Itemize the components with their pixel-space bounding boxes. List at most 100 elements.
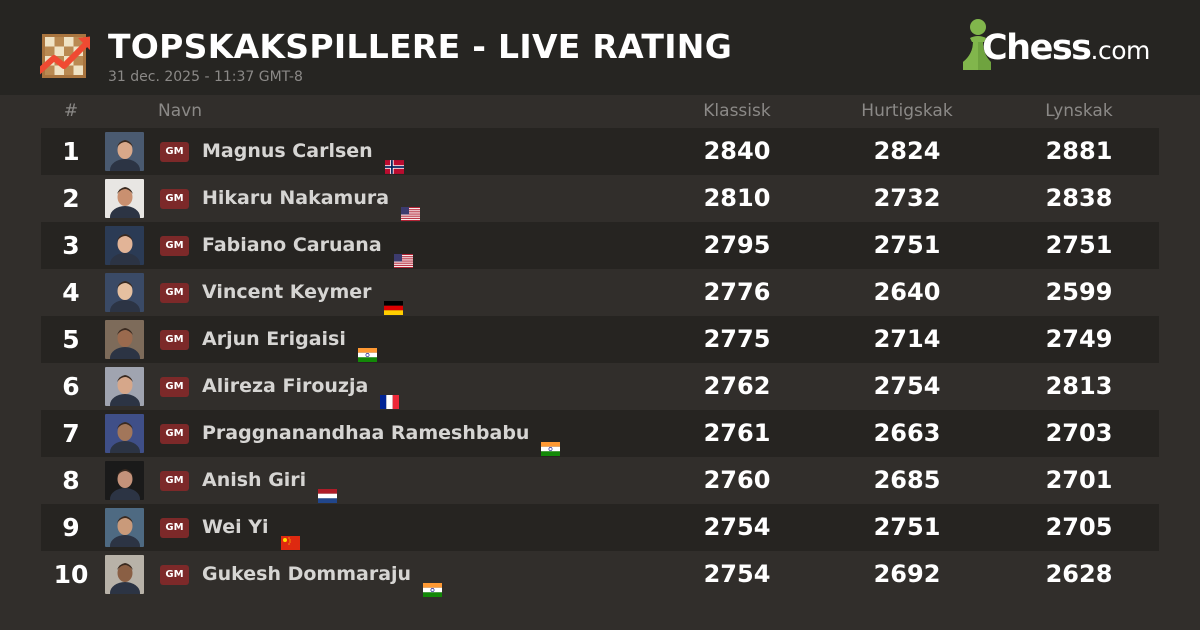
page-title: TOPSKAKSPILLERE - LIVE RATING bbox=[108, 27, 733, 66]
player-avatar[interactable] bbox=[105, 555, 144, 594]
brand-main: Chess bbox=[982, 28, 1092, 68]
rating-classical: 2754 bbox=[703, 560, 771, 588]
rating-rapid: 2754 bbox=[873, 372, 941, 400]
rating-blitz: 2703 bbox=[1045, 419, 1113, 447]
flag-no-icon bbox=[384, 145, 404, 174]
player-avatar[interactable] bbox=[105, 273, 144, 312]
player-name-text[interactable]: Alireza Firouzja bbox=[202, 375, 369, 397]
brand-wordmark: Chess.com bbox=[982, 28, 1150, 71]
player-name[interactable]: Arjun Erigaisi bbox=[202, 316, 377, 363]
rating-rapid: 2751 bbox=[873, 231, 941, 259]
player-name[interactable]: Magnus Carlsen bbox=[202, 128, 404, 175]
player-name-text[interactable]: Praggnanandhaa Rameshbabu bbox=[202, 422, 530, 444]
chessboard-trend-up-icon bbox=[40, 34, 90, 78]
ratings-table: 1 GM Magnus Carlsen 2840 2824 2881 2 GM Hikaru N… bbox=[41, 128, 1159, 598]
player-name-text[interactable]: Hikaru Nakamura bbox=[202, 187, 390, 209]
rating-classical: 2795 bbox=[703, 231, 771, 259]
flag-nl-icon bbox=[318, 474, 338, 503]
player-name-text[interactable]: Wei Yi bbox=[202, 516, 269, 538]
table-row[interactable]: 10 GM Gukesh Dommaraju 2754 2692 2628 bbox=[41, 551, 1159, 598]
rating-classical: 2775 bbox=[703, 325, 771, 353]
player-avatar[interactable] bbox=[105, 179, 144, 218]
title-badge: GM bbox=[160, 142, 189, 162]
rank-number: 1 bbox=[62, 137, 80, 166]
player-name-text[interactable]: Arjun Erigaisi bbox=[202, 328, 346, 350]
rating-blitz: 2751 bbox=[1045, 231, 1113, 259]
rank-number: 10 bbox=[53, 560, 89, 589]
column-header-classical: Klassisk bbox=[703, 101, 771, 121]
flag-in-icon bbox=[423, 568, 443, 597]
title-badge: GM bbox=[160, 565, 189, 585]
table-row[interactable]: 6 GM Alireza Firouzja 2762 2754 2813 bbox=[41, 363, 1159, 410]
flag-us-icon bbox=[393, 239, 413, 268]
rating-blitz: 2881 bbox=[1045, 137, 1113, 165]
player-name[interactable]: Anish Giri bbox=[202, 457, 338, 504]
title-badge: GM bbox=[160, 236, 189, 256]
rating-classical: 2760 bbox=[703, 466, 771, 494]
table-row[interactable]: 5 GM Arjun Erigaisi 2775 2714 2749 bbox=[41, 316, 1159, 363]
flag-us-icon bbox=[401, 192, 421, 221]
table-row[interactable]: 9 GM Wei Yi 2754 2751 2705 bbox=[41, 504, 1159, 551]
rating-rapid: 2640 bbox=[873, 278, 941, 306]
player-avatar[interactable] bbox=[105, 320, 144, 359]
player-name[interactable]: Wei Yi bbox=[202, 504, 300, 551]
rating-rapid: 2692 bbox=[873, 560, 941, 588]
player-avatar[interactable] bbox=[105, 132, 144, 171]
player-avatar[interactable] bbox=[105, 508, 144, 547]
flag-de-icon bbox=[383, 286, 403, 315]
player-name-text[interactable]: Vincent Keymer bbox=[202, 281, 372, 303]
rank-number: 7 bbox=[62, 419, 80, 448]
table-row[interactable]: 8 GM Anish Giri 2760 2685 2701 bbox=[41, 457, 1159, 504]
table-row[interactable]: 3 GM Fabiano Caruana 2795 2751 2751 bbox=[41, 222, 1159, 269]
rating-classical: 2776 bbox=[703, 278, 771, 306]
column-header-name: Navn bbox=[158, 101, 202, 121]
rating-classical: 2810 bbox=[703, 184, 771, 212]
flag-cn-icon bbox=[280, 521, 300, 550]
table-row[interactable]: 4 GM Vincent Keymer 2776 2640 2599 bbox=[41, 269, 1159, 316]
rating-classical: 2840 bbox=[703, 137, 771, 165]
column-header-rank: # bbox=[63, 101, 79, 121]
rank-number: 2 bbox=[62, 184, 80, 213]
column-header-blitz: Lynskak bbox=[1045, 101, 1113, 121]
player-name[interactable]: Gukesh Dommaraju bbox=[202, 551, 443, 598]
rating-rapid: 2685 bbox=[873, 466, 941, 494]
player-name[interactable]: Hikaru Nakamura bbox=[202, 175, 421, 222]
title-badge: GM bbox=[160, 330, 189, 350]
rating-rapid: 2751 bbox=[873, 513, 941, 541]
player-name[interactable]: Alireza Firouzja bbox=[202, 363, 400, 410]
player-name[interactable]: Fabiano Caruana bbox=[202, 222, 413, 269]
table-row[interactable]: 7 GM Praggnanandhaa Rameshbabu 2761 2663 2703 bbox=[41, 410, 1159, 457]
rating-blitz: 2749 bbox=[1045, 325, 1113, 353]
title-badge: GM bbox=[160, 518, 189, 538]
rank-number: 5 bbox=[62, 325, 80, 354]
title-badge: GM bbox=[160, 377, 189, 397]
player-avatar[interactable] bbox=[105, 226, 144, 265]
player-avatar[interactable] bbox=[105, 461, 144, 500]
table-row[interactable]: 2 GM Hikaru Nakamura 2810 2732 2838 bbox=[41, 175, 1159, 222]
flag-fr-icon bbox=[380, 380, 400, 409]
player-avatar[interactable] bbox=[105, 414, 144, 453]
player-avatar[interactable] bbox=[105, 367, 144, 406]
player-name[interactable]: Vincent Keymer bbox=[202, 269, 403, 316]
rank-number: 3 bbox=[62, 231, 80, 260]
table-row[interactable]: 1 GM Magnus Carlsen 2840 2824 2881 bbox=[41, 128, 1159, 175]
player-name-text[interactable]: Gukesh Dommaraju bbox=[202, 563, 412, 585]
rating-blitz: 2599 bbox=[1045, 278, 1113, 306]
rank-number: 6 bbox=[62, 372, 80, 401]
header-bar: TOPSKAKSPILLERE - LIVE RATING 31 dec. 20… bbox=[0, 0, 1200, 95]
chess-com-logo[interactable]: Chess.com bbox=[958, 16, 1168, 76]
rating-blitz: 2701 bbox=[1045, 466, 1113, 494]
title-badge: GM bbox=[160, 424, 189, 444]
rating-rapid: 2732 bbox=[873, 184, 941, 212]
rating-blitz: 2813 bbox=[1045, 372, 1113, 400]
rating-rapid: 2714 bbox=[873, 325, 941, 353]
brand-suffix: .com bbox=[1090, 36, 1151, 65]
rating-blitz: 2628 bbox=[1045, 560, 1113, 588]
player-name-text[interactable]: Fabiano Caruana bbox=[202, 234, 382, 256]
player-name[interactable]: Praggnanandhaa Rameshbabu bbox=[202, 410, 561, 457]
player-name-text[interactable]: Magnus Carlsen bbox=[202, 140, 373, 162]
player-name-text[interactable]: Anish Giri bbox=[202, 469, 307, 491]
flag-in-icon bbox=[357, 333, 377, 362]
timestamp: 31 dec. 2025 - 11:37 GMT-8 bbox=[108, 69, 303, 85]
rating-blitz: 2705 bbox=[1045, 513, 1113, 541]
